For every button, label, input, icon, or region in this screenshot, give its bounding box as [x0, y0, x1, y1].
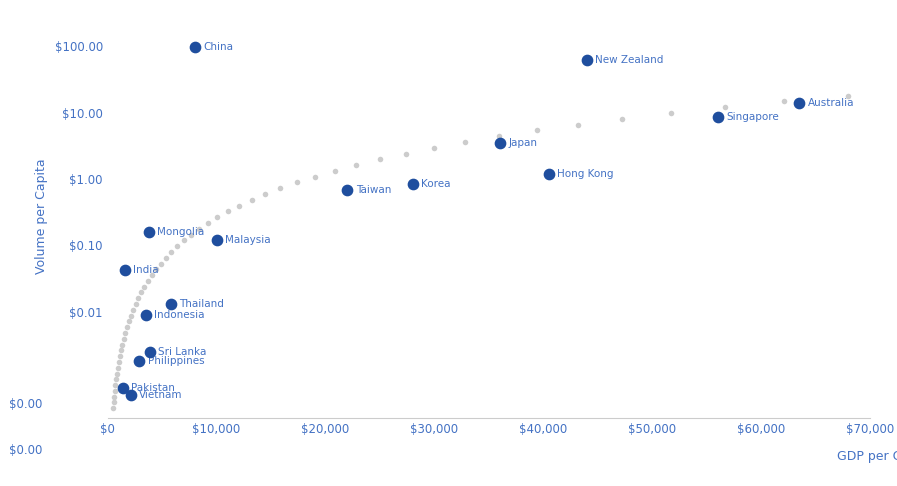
Point — [579, 56, 594, 64]
Point — [209, 236, 223, 244]
Point — [187, 43, 202, 51]
Point — [349, 161, 363, 169]
Point — [615, 115, 630, 122]
Point — [340, 186, 354, 194]
Text: Pakistan: Pakistan — [131, 383, 175, 393]
Point — [210, 213, 224, 221]
Point — [327, 167, 342, 175]
Point — [177, 237, 191, 244]
Point — [792, 99, 806, 107]
Point — [112, 358, 126, 366]
Text: Vietnam: Vietnam — [139, 390, 182, 400]
Text: China: China — [203, 42, 233, 52]
Point — [405, 180, 420, 188]
Text: Australia: Australia — [807, 98, 854, 108]
Point — [149, 265, 163, 273]
Point — [159, 254, 173, 261]
Point — [128, 300, 143, 308]
Point — [141, 277, 155, 285]
Text: Mongolia: Mongolia — [157, 227, 205, 237]
Point — [106, 404, 120, 412]
Point — [109, 381, 123, 389]
Text: Indonesia: Indonesia — [154, 310, 205, 320]
Y-axis label: Volume per Capita: Volume per Capita — [35, 158, 48, 274]
Point — [122, 317, 136, 325]
Point — [164, 248, 179, 256]
Point — [232, 202, 247, 209]
Text: Philippines: Philippines — [148, 356, 205, 366]
Point — [118, 329, 133, 337]
Point — [113, 352, 127, 360]
Point — [170, 243, 185, 250]
Point — [184, 231, 198, 239]
Point — [109, 370, 124, 378]
Point — [116, 384, 130, 392]
Text: Singapore: Singapore — [726, 112, 779, 122]
Point — [542, 170, 556, 177]
Point — [132, 357, 146, 365]
Point — [718, 104, 732, 111]
Text: Hong Kong: Hong Kong — [557, 169, 614, 179]
Point — [492, 132, 507, 140]
X-axis label: GDP per Capita: GDP per Capita — [837, 450, 897, 463]
Point — [245, 196, 259, 204]
Point — [221, 208, 235, 215]
Point — [201, 219, 215, 227]
Text: Sri Lanka: Sri Lanka — [159, 347, 207, 357]
Point — [131, 295, 145, 302]
Point — [710, 113, 725, 121]
Point — [120, 323, 135, 331]
Point — [143, 347, 157, 355]
Text: Japan: Japan — [508, 138, 537, 148]
Point — [108, 387, 122, 395]
Point — [109, 375, 124, 383]
Point — [570, 121, 585, 128]
Point — [192, 225, 206, 233]
Point — [117, 335, 131, 343]
Point — [398, 150, 413, 157]
Text: $0.00: $0.00 — [10, 444, 43, 457]
Text: Taiwan: Taiwan — [355, 185, 391, 195]
Point — [458, 138, 473, 146]
Text: India: India — [134, 265, 159, 275]
Point — [124, 312, 138, 319]
Point — [144, 271, 159, 279]
Text: Thailand: Thailand — [179, 299, 224, 309]
Text: $0.00: $0.00 — [10, 398, 43, 411]
Point — [134, 289, 148, 296]
Text: New Zealand: New Zealand — [596, 55, 664, 65]
Point — [427, 144, 441, 152]
Point — [664, 109, 678, 117]
Point — [126, 306, 141, 314]
Point — [163, 300, 178, 308]
Point — [118, 266, 132, 274]
Point — [308, 173, 322, 181]
Text: Malaysia: Malaysia — [225, 235, 271, 245]
Text: Korea: Korea — [421, 179, 450, 189]
Point — [290, 178, 304, 186]
Point — [373, 156, 388, 163]
Point — [107, 399, 121, 406]
Point — [529, 126, 544, 134]
Point — [114, 347, 128, 354]
Point — [137, 283, 152, 291]
Point — [841, 92, 856, 100]
Point — [777, 98, 791, 105]
Point — [110, 364, 125, 372]
Point — [492, 139, 507, 147]
Point — [107, 393, 121, 400]
Point — [138, 311, 152, 319]
Point — [123, 391, 138, 399]
Point — [258, 190, 273, 198]
Point — [142, 228, 156, 236]
Point — [274, 184, 288, 192]
Point — [153, 260, 168, 267]
Point — [116, 341, 130, 348]
